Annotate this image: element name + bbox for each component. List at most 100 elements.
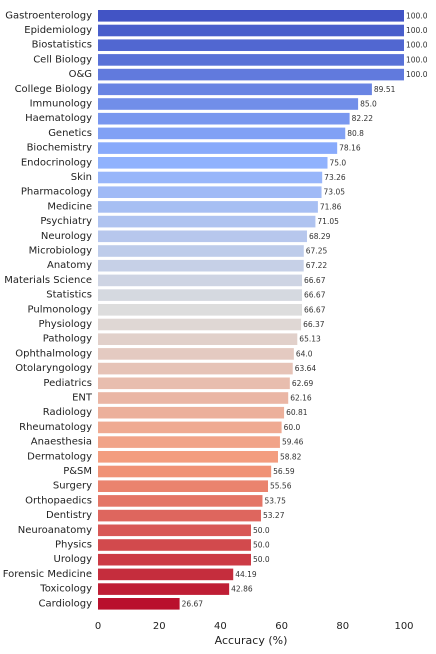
bar [98, 392, 289, 404]
bar [98, 68, 404, 81]
value-label: 53.75 [264, 496, 286, 505]
bar [98, 157, 328, 169]
category-label: Orthopaedics [25, 495, 92, 506]
value-label: 62.69 [292, 379, 314, 388]
bar [98, 112, 350, 125]
value-label: 64.0 [296, 349, 313, 358]
value-label: 68.29 [309, 232, 331, 241]
bar [98, 318, 302, 331]
bars-group [98, 10, 404, 610]
value-label: 66.67 [304, 305, 326, 314]
value-label: 85.0 [360, 100, 377, 109]
category-label: Haematology [25, 113, 92, 124]
x-tick-label: 60 [275, 621, 288, 632]
x-tick-label: 80 [336, 621, 349, 632]
x-axis-ticks: 0 20 40 60 80 100 [95, 621, 414, 632]
bar [98, 553, 251, 566]
bar [98, 83, 372, 96]
x-tick-label: 20 [153, 621, 166, 632]
bar [98, 201, 318, 213]
value-label: 78.16 [339, 144, 361, 153]
bar [98, 215, 316, 228]
category-label: Epidemiology [24, 25, 92, 36]
value-label: 66.67 [304, 291, 326, 300]
bar [98, 24, 404, 37]
category-label: Psychiatry [40, 216, 92, 227]
value-label: 65.13 [299, 335, 321, 344]
category-label: College Biology [15, 84, 92, 95]
value-label: 55.56 [270, 482, 292, 491]
bar [98, 98, 359, 110]
value-label: 100.0 [406, 11, 428, 20]
category-label: Medicine [47, 201, 92, 212]
bar [98, 54, 404, 66]
bar [98, 259, 304, 272]
value-label: 80.8 [347, 129, 364, 138]
value-label: 75.0 [330, 158, 347, 167]
category-label: Materials Science [4, 275, 92, 286]
category-label: Forensic Medicine [3, 569, 92, 580]
category-label: Anaesthesia [31, 437, 92, 448]
bar [98, 377, 290, 390]
category-label: P&SM [63, 466, 92, 477]
category-label: Statistics [46, 290, 92, 301]
category-label: Cardiology [39, 598, 93, 609]
x-axis-title: Accuracy (%) [215, 634, 288, 647]
category-label: Radiology [43, 407, 92, 418]
category-label: Biochemistry [27, 143, 93, 154]
category-label: Anatomy [47, 260, 92, 271]
bar [98, 186, 322, 198]
category-label: Gastroenterology [5, 10, 92, 21]
bar [98, 245, 304, 257]
category-label: Cell Biology [33, 54, 92, 65]
value-label: 100.0 [406, 55, 428, 64]
value-label: 67.22 [306, 261, 328, 270]
value-label: 100.0 [406, 70, 428, 79]
value-label: 26.67 [182, 599, 204, 608]
category-label: Microbiology [29, 246, 92, 257]
value-label: 62.16 [290, 394, 312, 403]
category-label: Pharmacology [21, 187, 92, 198]
category-label: Immunology [30, 99, 92, 110]
value-label: 44.19 [235, 570, 257, 579]
x-tick-label: 100 [394, 621, 413, 632]
bar [98, 465, 272, 478]
value-label: 67.25 [306, 247, 328, 256]
bar [98, 480, 269, 492]
value-label: 100.0 [406, 41, 428, 50]
bar [98, 436, 280, 448]
category-label: Rheumatology [19, 422, 92, 433]
bar [98, 362, 293, 375]
x-tick-label: 0 [95, 621, 101, 632]
category-label: Pediatrics [43, 378, 92, 389]
bar [98, 127, 346, 140]
category-label: Endocrinology [21, 157, 92, 168]
value-label: 89.51 [374, 85, 396, 94]
value-label: 63.64 [295, 364, 317, 373]
bar [98, 333, 298, 345]
category-label: Otolaryngology [15, 363, 92, 374]
bar [98, 171, 323, 184]
bar [98, 421, 282, 434]
bar [98, 348, 294, 360]
bar [98, 10, 404, 22]
bar [98, 524, 251, 537]
value-label: 59.46 [282, 438, 304, 447]
bar [98, 583, 230, 595]
category-label: Pathology [43, 334, 92, 345]
category-label: Biostatistics [32, 40, 92, 51]
value-label: 50.0 [253, 526, 270, 535]
category-label: Urology [54, 554, 93, 565]
value-label: 58.82 [280, 452, 302, 461]
value-label: 66.67 [304, 276, 326, 285]
category-label: Pulmonology [28, 304, 93, 315]
category-label: Physiology [38, 319, 92, 330]
category-label: Genetics [48, 128, 92, 139]
value-label: 60.0 [284, 423, 301, 432]
value-label: 71.05 [317, 217, 339, 226]
category-label: Toxicology [39, 584, 92, 595]
value-label: 60.81 [286, 408, 308, 417]
category-label: Physics [55, 540, 92, 551]
bar [98, 509, 262, 522]
bar [98, 451, 278, 463]
